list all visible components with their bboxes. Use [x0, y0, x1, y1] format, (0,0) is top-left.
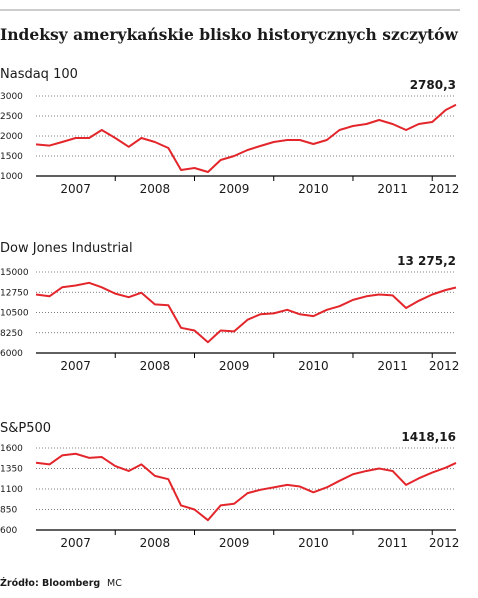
x-tick-label: 2008 — [140, 359, 171, 373]
page-title: Indeksy amerykańskie blisko historycznyc… — [0, 25, 458, 44]
y-tick-label: 10500 — [0, 309, 29, 319]
y-tick-label: 1350 — [0, 465, 23, 475]
y-tick-label: 1600 — [0, 444, 23, 454]
chart-title: Nasdaq 100 — [0, 67, 78, 82]
x-tick-label: 2009 — [219, 182, 250, 196]
x-tick-label: 2009 — [219, 359, 250, 373]
credit: MC — [107, 578, 122, 589]
y-tick-label: 850 — [0, 506, 17, 516]
x-tick-label: 2011 — [377, 359, 408, 373]
index-line — [35, 281, 457, 344]
chart-title: Dow Jones Industrial — [0, 241, 133, 256]
x-tick-label: 2008 — [140, 536, 171, 550]
x-tick-label: 2011 — [377, 182, 408, 196]
x-tick-label: 2010 — [298, 536, 329, 550]
index-line — [35, 103, 457, 173]
y-tick-label: 3000 — [0, 92, 23, 102]
x-tick-label: 2007 — [60, 359, 91, 373]
value-label: 2780,3 — [410, 78, 456, 92]
value-label: 13 275,2 — [397, 254, 456, 268]
y-tick-label: 8250 — [0, 329, 23, 339]
x-tick-label: 2010 — [298, 182, 329, 196]
source: Źródło: Bloomberg — [0, 577, 100, 589]
x-tick-label: 2012 — [429, 536, 460, 550]
chart-title: S&P500 — [0, 421, 51, 436]
y-tick-label: 6000 — [0, 349, 23, 359]
y-tick-label: 2500 — [0, 112, 23, 122]
x-tick-label: 2011 — [377, 536, 408, 550]
x-tick-label: 2009 — [219, 536, 250, 550]
y-tick-label: 12750 — [0, 288, 29, 298]
x-tick-label: 2010 — [298, 359, 329, 373]
x-tick-label: 2012 — [429, 359, 460, 373]
y-tick-label: 1000 — [0, 172, 23, 182]
y-tick-label: 1100 — [0, 485, 23, 495]
y-tick-label: 15000 — [0, 268, 29, 278]
x-tick-label: 2007 — [60, 536, 91, 550]
y-tick-label: 1500 — [0, 152, 23, 162]
y-tick-label: 2000 — [0, 132, 23, 142]
x-tick-label: 2007 — [60, 182, 91, 196]
index-line — [35, 452, 457, 522]
y-tick-label: 600 — [0, 526, 17, 536]
x-tick-label: 2012 — [429, 182, 460, 196]
x-tick-label: 2008 — [140, 182, 171, 196]
value-label: 1418,16 — [401, 430, 456, 444]
